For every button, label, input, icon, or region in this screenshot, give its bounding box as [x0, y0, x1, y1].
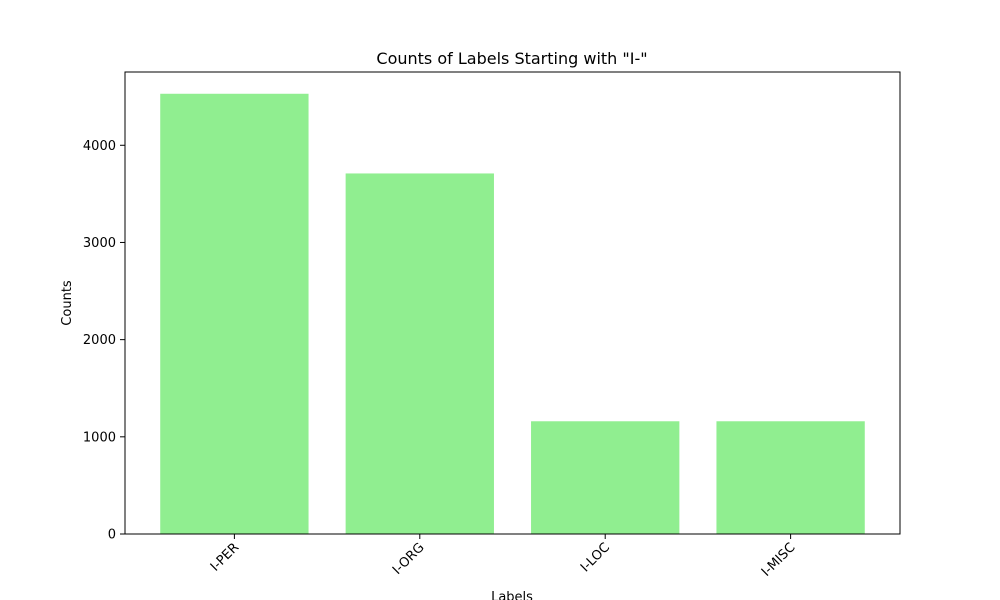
- x-tick-label: I-PER: [208, 540, 242, 574]
- x-tick-label: I-MISC: [759, 540, 799, 580]
- y-tick-label: 1000: [83, 430, 116, 445]
- bar-i-loc: [531, 421, 680, 534]
- bars-group: [160, 93, 865, 534]
- y-tick-label: 4000: [83, 139, 116, 154]
- y-tick-label: 0: [108, 528, 116, 543]
- y-axis-label: Counts: [60, 280, 75, 326]
- bar-i-misc: [716, 421, 865, 534]
- chart-title: Counts of Labels Starting with "I-": [376, 49, 647, 68]
- x-axis-label: Labels: [491, 590, 533, 600]
- y-tick-label: 3000: [83, 236, 116, 251]
- x-tick-label: I-LOC: [578, 540, 613, 575]
- y-tick-label: 2000: [83, 333, 116, 348]
- x-axis: I-PER I-ORG I-LOC I-MISC: [208, 534, 799, 580]
- y-axis: 0 1000 2000 3000 4000: [83, 139, 125, 543]
- plot-area-frame: [124, 71, 901, 535]
- bar-i-org: [345, 173, 494, 534]
- bar-i-per: [160, 93, 309, 534]
- x-tick-label: I-ORG: [390, 540, 428, 578]
